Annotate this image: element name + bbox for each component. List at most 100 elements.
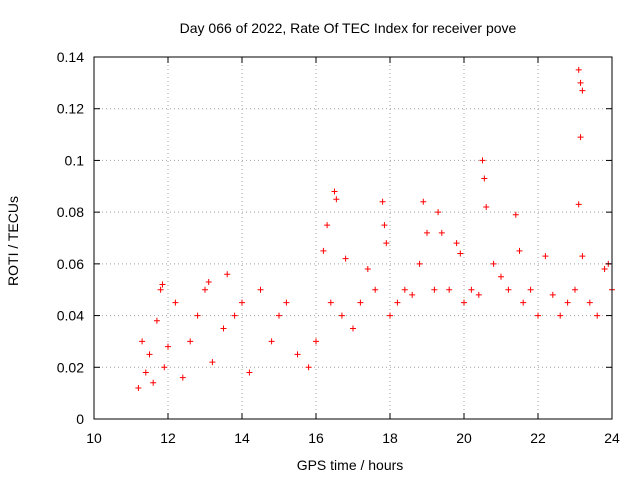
data-point [276, 312, 282, 319]
data-point [557, 312, 564, 319]
data-point [239, 299, 245, 306]
y-tick-labels: 0 0.02 0.04 0.06 0.08 0.1 0.12 0.14 [57, 49, 84, 427]
data-point [481, 175, 488, 182]
data-point [327, 299, 334, 306]
data-point [324, 222, 331, 229]
x-tick-labels: 10 12 14 16 18 20 22 24 [86, 430, 620, 446]
data-point [490, 260, 497, 267]
data-point [294, 351, 301, 358]
data-point [350, 325, 356, 332]
data-point [224, 271, 231, 278]
data-point [320, 247, 327, 254]
x-tick-label: 20 [456, 430, 472, 446]
data-points [135, 66, 615, 391]
data-point [572, 286, 578, 293]
data-point [165, 343, 171, 350]
data-point [535, 312, 541, 319]
data-point [401, 286, 408, 293]
data-point [231, 312, 238, 319]
data-point [479, 157, 486, 164]
data-point [435, 209, 442, 216]
data-point [527, 286, 534, 293]
x-tick-label: 16 [308, 430, 324, 446]
data-point [577, 134, 584, 141]
data-point [431, 286, 438, 293]
data-point [542, 253, 549, 260]
y-tick-label: 0.1 [65, 152, 85, 168]
y-tick-label: 0.08 [57, 204, 84, 220]
data-point [139, 338, 146, 345]
data-point [579, 253, 586, 260]
y-tick-label: 0.12 [57, 101, 84, 117]
data-point [424, 229, 430, 236]
data-point [564, 299, 571, 306]
x-tick-label: 22 [530, 430, 546, 446]
data-point [520, 299, 527, 306]
data-point [283, 299, 290, 306]
data-point [409, 291, 416, 298]
data-point [575, 201, 582, 208]
data-point [194, 312, 201, 319]
data-point [153, 317, 160, 324]
plot-frame [93, 56, 613, 420]
data-point [438, 229, 445, 236]
data-point [575, 66, 582, 73]
data-point [333, 196, 340, 203]
data-point [387, 312, 393, 319]
data-point [549, 291, 556, 298]
data-point [202, 286, 208, 293]
data-point [161, 364, 168, 371]
data-point [209, 359, 216, 366]
y-tick-label: 0 [76, 411, 84, 427]
chart-title: Day 066 of 2022, Rate Of TEC Index for r… [180, 20, 517, 36]
axis-ticks [93, 56, 613, 420]
data-point [586, 299, 593, 306]
data-point [461, 299, 467, 306]
data-point [159, 281, 166, 288]
data-point [512, 211, 519, 218]
data-point [383, 240, 390, 247]
data-point [453, 240, 460, 247]
data-point [577, 79, 584, 86]
data-point [475, 291, 482, 298]
data-point [172, 299, 179, 306]
data-point [579, 87, 586, 94]
data-point [135, 384, 142, 391]
data-point [505, 286, 512, 293]
data-point [157, 286, 164, 293]
data-point [379, 198, 386, 205]
data-point [446, 286, 453, 293]
data-point [187, 338, 194, 345]
data-point [381, 222, 388, 229]
x-axis-label: GPS time / hours [297, 457, 404, 473]
data-point [205, 278, 212, 285]
data-point [372, 286, 379, 293]
data-point [601, 266, 608, 273]
x-tick-label: 14 [234, 430, 250, 446]
data-point [468, 286, 475, 293]
y-tick-label: 0.06 [57, 256, 84, 272]
data-point [257, 286, 264, 293]
data-point [146, 351, 153, 358]
y-axis-label: ROTI / TECUs [5, 196, 21, 286]
y-tick-label: 0.02 [57, 359, 84, 375]
x-tick-label: 24 [604, 430, 620, 446]
data-point [457, 250, 464, 257]
y-tick-label: 0.14 [57, 49, 84, 65]
x-tick-label: 10 [86, 430, 102, 446]
grid [94, 57, 612, 419]
data-point [342, 255, 349, 262]
data-point [364, 266, 371, 273]
data-point [594, 312, 601, 319]
data-point [357, 299, 364, 306]
data-point [338, 312, 345, 319]
data-point [394, 299, 401, 306]
data-point [305, 364, 312, 371]
data-point [483, 203, 490, 210]
x-tick-label: 12 [160, 430, 176, 446]
data-point [516, 247, 523, 254]
data-point [220, 325, 227, 332]
data-point [313, 338, 319, 345]
data-point [142, 369, 149, 376]
